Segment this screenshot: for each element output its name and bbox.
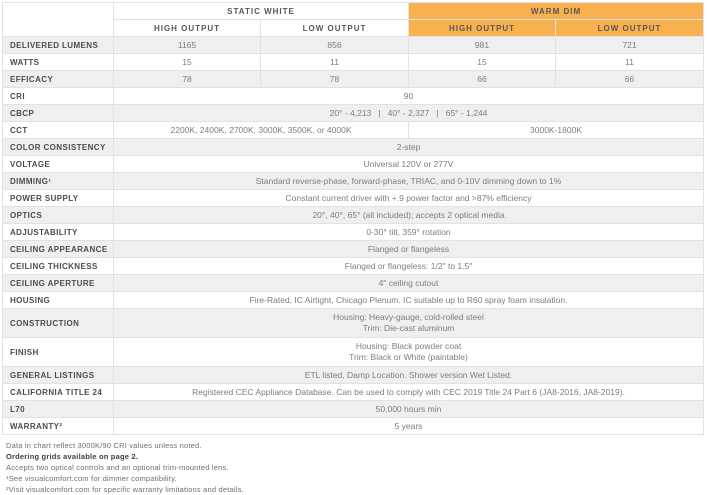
spec-row: OPTICS 20°, 40°, 65° (all included); acce…	[2, 206, 705, 224]
spec-row: EFFICACY 78 78 66 66	[2, 70, 705, 88]
spec-value-cell: 15	[408, 53, 557, 71]
spec-row-label: CEILING THICKNESS	[2, 257, 114, 275]
spec-value-cell: 78	[113, 70, 261, 88]
spec-value-cell: Flanged or flangeless	[112, 240, 705, 258]
spec-row: FINISH Housing: Black powder coat Trim: Bl…	[2, 337, 705, 367]
spec-row: CEILING APPEARANCE Flanged or flangeless	[2, 240, 705, 258]
spec-value-cell: Registered CEC Appliance Database. Can b…	[112, 383, 705, 401]
spec-row-label: DELIVERED LUMENS	[2, 36, 114, 54]
spec-row: HOUSING Fire-Rated, IC Airtight, Chicago …	[2, 291, 705, 309]
spec-row-label: GENERAL LISTINGS	[2, 366, 114, 384]
footnote: Accepts two optical controls and an opti…	[6, 463, 229, 472]
spec-value-cell: 3000K-1800K	[408, 121, 705, 139]
spec-value-cell: Flanged or flangeless: 1/2" to 1.5"	[112, 257, 705, 275]
spec-row-label: HOUSING	[2, 291, 114, 309]
spec-row-label: CALIFORNIA TITLE 24	[2, 383, 114, 401]
spec-value-cell: Housing: Black powder coat Trim: Black or…	[112, 337, 705, 367]
subheader-warmdim-low: LOW OUTPUT	[555, 19, 705, 37]
subheader-static-high: HIGH OUTPUT	[113, 19, 261, 37]
spec-row-label: POWER SUPPLY	[2, 189, 114, 207]
spec-row: WARRANTY² 5 years	[2, 417, 705, 435]
spec-row-label: L70	[2, 400, 114, 418]
footnote-dimmer-compatibility: ¹See visualcomfort.com for dimmer compat…	[6, 474, 177, 483]
spec-value-cell: 1165	[113, 36, 261, 54]
subheader-static-low: LOW OUTPUT	[259, 19, 410, 37]
footnotes: Data in chart reflect 3000K/90 CRI value…	[2, 435, 704, 494]
spec-value-cell: 66	[408, 70, 557, 88]
spec-row-label: EFFICACY	[2, 70, 114, 88]
spec-value-cell: Constant current driver with +.9 power f…	[112, 189, 705, 207]
spec-value-cell: 11	[555, 53, 705, 71]
spec-value-cell: 981	[408, 36, 557, 54]
spec-row: CCT 2200K, 2400K, 2700K, 3000K, 3500K, or…	[2, 121, 705, 139]
spec-row-label: CBCP	[2, 104, 114, 122]
spec-row-label: WATTS	[2, 53, 114, 71]
footnote-warranty-details: ²Visit visualcomfort.com for specific wa…	[6, 485, 244, 494]
spec-row: CALIFORNIA TITLE 24 Registered CEC Applia…	[2, 383, 705, 401]
spec-value-cell: 0-30° tilt, 359° rotation	[112, 223, 705, 241]
spec-row: GENERAL LISTINGS ETL listed, Damp Locatio…	[2, 366, 705, 384]
spec-value-cell: ETL listed, Damp Location. Shower versio…	[112, 366, 705, 384]
spec-value-line: Trim: Die-cast aluminum	[362, 323, 455, 333]
spec-row: CRI 90	[2, 87, 705, 105]
spec-value-line: Housing: Black powder coat	[355, 341, 462, 351]
spec-value-cell: 721	[555, 36, 705, 54]
spec-row: CEILING THICKNESS Flanged or flangeless: …	[2, 257, 705, 275]
spec-row-label: CEILING APPEARANCE	[2, 240, 114, 258]
spec-value-cell: 90	[112, 87, 705, 105]
spec-row-label: VOLTAGE	[2, 155, 114, 173]
spec-row-label: CEILING APERTURE	[2, 274, 114, 292]
footnote-ordering-grids: Ordering grids available on page 2.	[6, 452, 139, 461]
spec-value-cell: Fire-Rated, IC Airtight, Chicago Plenum.…	[112, 291, 705, 309]
subheader-warmdim-high: HIGH OUTPUT	[408, 19, 557, 37]
spec-value-cell: 2200K, 2400K, 2700K, 3000K, 3500K, or 40…	[112, 121, 410, 139]
spec-row: VOLTAGE Universal 120V or 277V	[2, 155, 705, 173]
spec-row: CONSTRUCTION Housing: Heavy-gauge, cold-r…	[2, 308, 705, 338]
spec-row: DELIVERED LUMENS 1165 856 981 721	[2, 36, 705, 54]
spec-value-cell: 856	[259, 36, 410, 54]
spec-row: CBCP 20° - 4,213 | 40° - 2,327 | 65° - 1,…	[2, 104, 705, 122]
spec-row-label: COLOR CONSISTENCY	[2, 138, 114, 156]
group-header-warm-dim: WARM DIM	[408, 2, 705, 20]
spec-value-cell: 11	[259, 53, 410, 71]
spec-row-label: WARRANTY²	[2, 417, 114, 435]
spec-row-label: CONSTRUCTION	[2, 308, 114, 338]
spec-row-label: CCT	[2, 121, 114, 139]
spec-row: DIMMING¹ Standard reverse-phase, forward-…	[2, 172, 705, 190]
spec-row: POWER SUPPLY Constant current driver with…	[2, 189, 705, 207]
spec-row-label: FINISH	[2, 337, 114, 367]
spec-row: WATTS 15 11 15 11	[2, 53, 705, 71]
group-header-static-white: STATIC WHITE	[112, 2, 410, 20]
spec-value-cell: 78	[259, 70, 410, 88]
spec-row: COLOR CONSISTENCY 2-step	[2, 138, 705, 156]
spec-value-cell: Housing: Heavy-gauge, cold-rolled steel T…	[112, 308, 705, 338]
spec-value-line: Housing: Heavy-gauge, cold-rolled steel	[333, 312, 484, 322]
spec-value-cell: 50,000 hours min	[112, 400, 705, 418]
spec-value-cell: 15	[113, 53, 261, 71]
spec-row: ADJUSTABILITY 0-30° tilt, 359° rotation	[2, 223, 705, 241]
corner-cell	[2, 2, 114, 37]
spec-row-label: DIMMING¹	[2, 172, 114, 190]
spec-row: CEILING APERTURE 4" ceiling cutout	[2, 274, 705, 292]
spec-table-header: STATIC WHITE WARM DIM HIGH OUTPUT LOW OU…	[2, 2, 705, 37]
spec-value-line: Trim: Black or White (paintable)	[349, 352, 468, 362]
spec-value-cell: 20° - 4,213 | 40° - 2,327 | 65° - 1,244	[112, 104, 705, 122]
spec-value-cell: 2-step	[112, 138, 705, 156]
spec-row-label: OPTICS	[2, 206, 114, 224]
footnote: Data in chart reflect 3000K/90 CRI value…	[6, 441, 202, 450]
spec-value-cell: 5 years	[112, 417, 705, 435]
spec-row-label: ADJUSTABILITY	[2, 223, 114, 241]
spec-value-cell: Standard reverse-phase, forward-phase, T…	[112, 172, 705, 190]
spec-row: L70 50,000 hours min	[2, 400, 705, 418]
spec-value-cell: 4" ceiling cutout	[112, 274, 705, 292]
group-header-row: STATIC WHITE WARM DIM	[2, 2, 705, 37]
spec-table-body: DELIVERED LUMENS 1165 856 981 721 WATTS 15 11 15…	[2, 36, 705, 435]
spec-value-cell: Universal 120V or 277V	[112, 155, 705, 173]
spec-value-cell: 20°, 40°, 65° (all included); accepts 2 …	[112, 206, 705, 224]
spec-value-cell: 66	[555, 70, 705, 88]
spec-row-label: CRI	[2, 87, 114, 105]
spec-table: STATIC WHITE WARM DIM HIGH OUTPUT LOW OU…	[2, 2, 705, 435]
